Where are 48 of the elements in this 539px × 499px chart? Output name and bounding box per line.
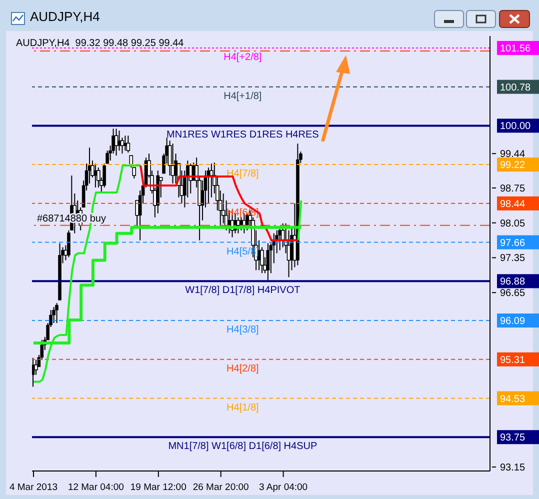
candlestick — [52, 306, 56, 324]
ref-line-label: H4[7/8] — [226, 168, 260, 180]
candlestick — [67, 230, 70, 258]
x-tick-label: 26 Mar 20:00 — [192, 482, 249, 493]
y-tick-label: 96.09 — [500, 316, 526, 328]
candlestick — [210, 163, 214, 198]
x-tick-label: 19 Mar 12:00 — [130, 482, 186, 493]
ref-line-label: H4[1/8] — [226, 402, 260, 414]
y-tick-label: 100.78 — [500, 82, 532, 94]
ref-line-label: H4[+2/8] — [224, 52, 262, 63]
y-tick-label: 96.88 — [500, 276, 526, 288]
candlestick — [126, 135, 130, 154]
candlestick — [94, 163, 98, 188]
y-tick-label: 93.75 — [500, 432, 526, 444]
y-tick-label: 101.56 — [500, 43, 532, 54]
ref-line-label: MN1[7/8] W1[6/8] D1[6/8] H4SUP — [168, 441, 318, 452]
y-tick-label: 94.53 — [500, 394, 526, 405]
x-tick-label: 3 Apr 04:00 — [259, 482, 308, 493]
candlestick — [34, 359, 38, 376]
ref-line-label: MN1RES W1RES D1RES H4RES — [166, 130, 320, 141]
y-tick-label: 93.15 — [500, 462, 526, 474]
candlestick — [118, 130, 121, 152]
chart-title: AUDJPY,H4 — [30, 9, 100, 24]
chart-subtitle: AUDJPY,H4 99.32 99.48 99.25 99.44 — [16, 38, 184, 49]
y-tick-label: 98.05 — [500, 218, 526, 230]
y-tick-label: 96.65 — [500, 288, 526, 300]
y-tick-label: 98.44 — [500, 198, 526, 210]
ref-line-label: W1[7/8] D1[7/8] H4PIVOT — [185, 285, 300, 296]
candlestick — [96, 167, 100, 188]
ref-line-label: H4[+1/8] — [224, 90, 262, 102]
ref-line-label: H4[3/8] — [226, 324, 260, 336]
ref-line-label: H4[2/8] — [226, 363, 260, 374]
candlestick — [124, 135, 127, 152]
y-tick-label: 100.00 — [500, 121, 532, 132]
y-tick-label: 99.22 — [500, 160, 526, 172]
candlestick — [55, 302, 58, 324]
y-tick-label: 99.44 — [500, 149, 526, 160]
y-tick-label: 98.75 — [500, 183, 526, 194]
y-tick-label: 97.66 — [500, 238, 526, 249]
x-tick-label: 4 Mar 2013 — [9, 482, 58, 493]
x-tick-label: 12 Mar 04:00 — [68, 482, 124, 493]
y-tick-label: 95.31 — [500, 354, 526, 366]
candlestick — [266, 242, 270, 281]
candlestick — [32, 357, 35, 388]
candlestick — [132, 167, 136, 180]
candlestick — [278, 226, 282, 251]
candlestick — [206, 167, 210, 204]
y-tick-label: 97.35 — [500, 253, 526, 264]
